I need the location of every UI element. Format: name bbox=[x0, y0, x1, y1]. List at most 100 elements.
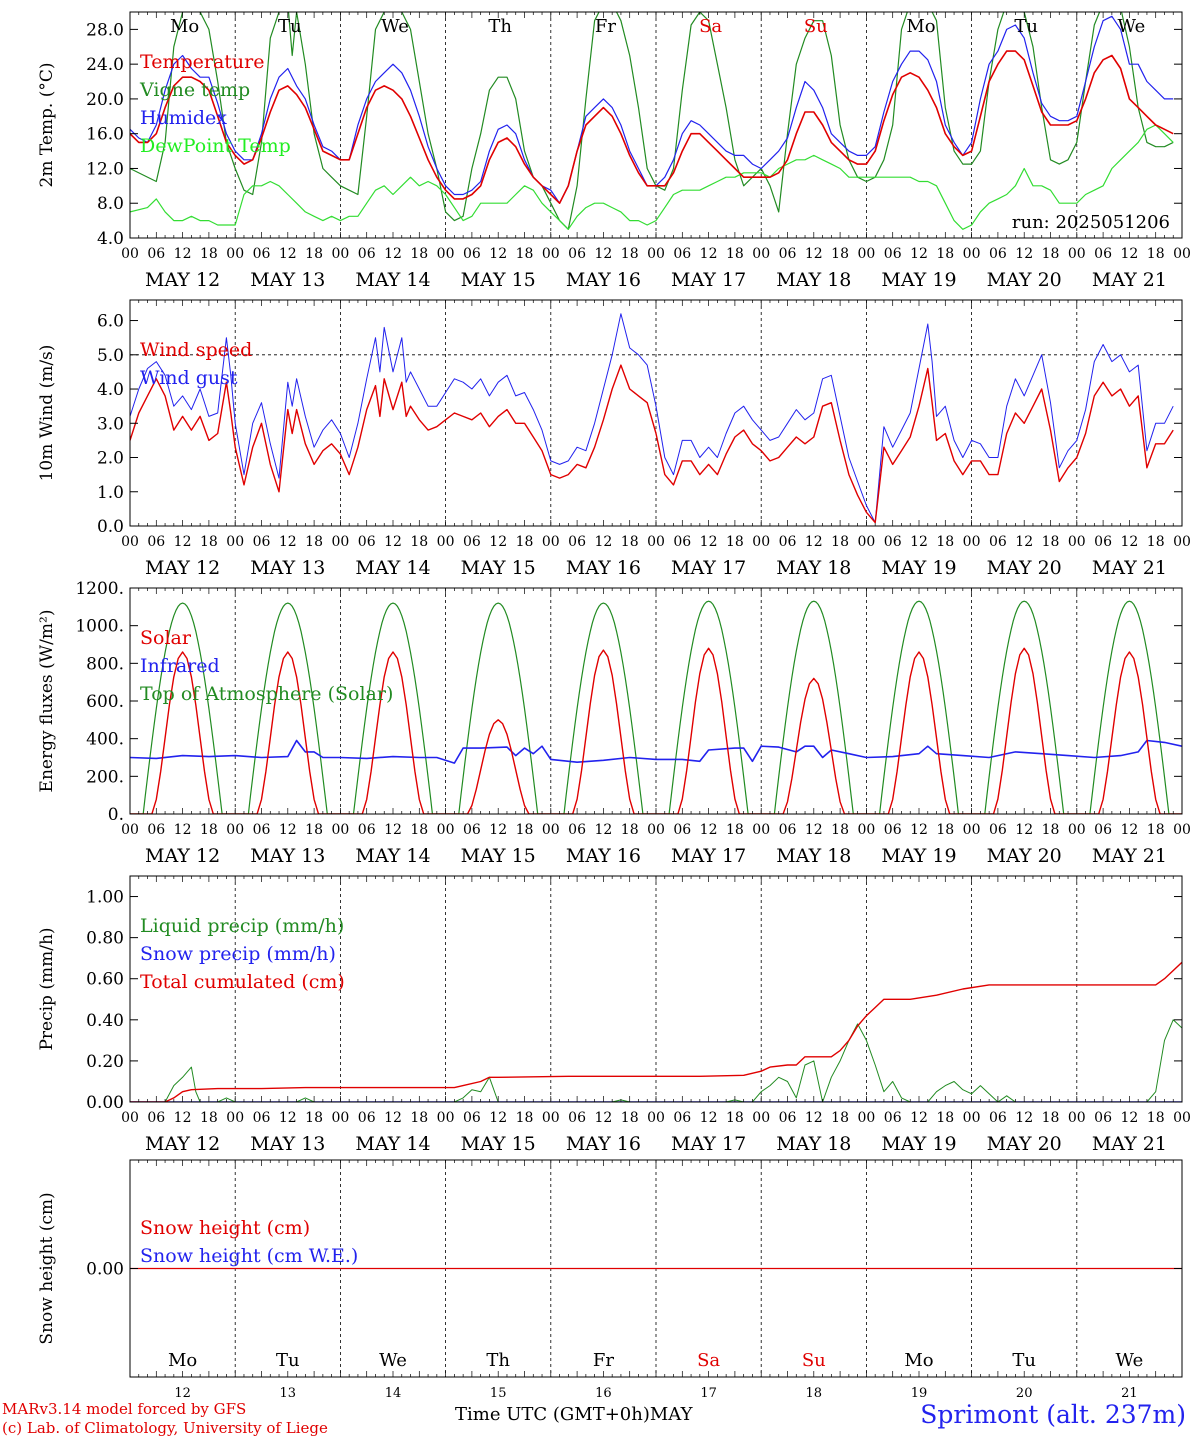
y-tick-label: 0. bbox=[108, 805, 124, 825]
hour-label: 00 bbox=[1068, 246, 1086, 262]
y-tick-label: 5.0 bbox=[97, 346, 124, 366]
run-annotation: run: 2025051206 bbox=[1012, 212, 1170, 233]
date-label: MAY 16 bbox=[566, 1133, 641, 1155]
y-tick-label: 0.40 bbox=[86, 1011, 124, 1031]
hour-label: 18 bbox=[936, 534, 954, 550]
date-label: MAY 14 bbox=[355, 1133, 430, 1155]
day-name-label: Tu bbox=[1012, 1350, 1036, 1371]
date-label: MAY 13 bbox=[250, 845, 325, 867]
hour-label: 06 bbox=[989, 822, 1007, 838]
date-label: MAY 19 bbox=[881, 269, 956, 291]
hour-label: 12 bbox=[805, 534, 823, 550]
hour-label: 12 bbox=[700, 534, 718, 550]
hour-label: 12 bbox=[910, 1110, 928, 1126]
hour-label: 18 bbox=[1147, 1110, 1165, 1126]
hour-label: 00 bbox=[331, 534, 349, 550]
date-label: MAY 21 bbox=[1092, 269, 1167, 291]
hour-label: 12 bbox=[1120, 534, 1138, 550]
hour-label: 12 bbox=[1120, 246, 1138, 262]
hour-label: 00 bbox=[226, 1110, 244, 1126]
y-tick-label: 6.0 bbox=[97, 312, 124, 332]
hour-label: 00 bbox=[437, 822, 455, 838]
series-line-vigne-temp bbox=[130, 12, 1174, 230]
hour-label: 18 bbox=[410, 534, 428, 550]
date-label: MAY 17 bbox=[671, 557, 746, 579]
hour-label: 18 bbox=[1042, 1110, 1060, 1126]
hour-label: 06 bbox=[673, 822, 691, 838]
y-tick-label: 0.60 bbox=[86, 970, 124, 990]
hour-label: 18 bbox=[831, 822, 849, 838]
y-tick-label: 0.0 bbox=[97, 517, 124, 537]
y-axis-label: Snow height (cm) bbox=[37, 1192, 57, 1344]
day-name-label: Fr bbox=[593, 1350, 614, 1371]
credit-line: (c) Lab. of Climatology, University of L… bbox=[2, 1419, 328, 1437]
day-name-label: Mo bbox=[904, 1350, 933, 1371]
y-tick-label: 4.0 bbox=[97, 229, 124, 249]
series-group bbox=[130, 12, 1174, 230]
date-label: MAY 20 bbox=[987, 269, 1062, 291]
date-label: MAY 19 bbox=[881, 845, 956, 867]
legend-entry: Total cumulated (cm) bbox=[140, 971, 345, 993]
day-name-label: Su bbox=[802, 1350, 826, 1371]
day-name-label: Mo bbox=[906, 16, 935, 37]
hour-label: 12 bbox=[174, 822, 192, 838]
date-label: MAY 16 bbox=[566, 269, 641, 291]
y-tick-label: 4.0 bbox=[97, 380, 124, 400]
y-tick-label: 600. bbox=[86, 692, 124, 712]
hour-label: 12 bbox=[489, 822, 507, 838]
y-tick-label: 24.0 bbox=[86, 55, 124, 75]
hour-label: 18 bbox=[831, 534, 849, 550]
hour-label: 00 bbox=[857, 534, 875, 550]
date-label: MAY 13 bbox=[250, 1133, 325, 1155]
panel-1: 4.0 8.0 12.0 16.0 20.0 24.0 28.0 2m Temp. (°C) T… bbox=[37, 11, 1191, 291]
hour-label: 06 bbox=[779, 1110, 797, 1126]
hour-label: 00 bbox=[1173, 534, 1191, 550]
month-label: MAY bbox=[649, 1404, 693, 1425]
legend-entry: DewPoint Temp bbox=[140, 135, 291, 157]
hour-label: 06 bbox=[358, 822, 376, 838]
hour-label: 00 bbox=[121, 822, 139, 838]
y-tick-label: 0.20 bbox=[86, 1052, 124, 1072]
hour-label: 12 bbox=[1120, 1110, 1138, 1126]
hour-label: 12 bbox=[384, 246, 402, 262]
hour-label: 12 bbox=[910, 246, 928, 262]
hour-label: 00 bbox=[121, 246, 139, 262]
day-name-label: We bbox=[381, 16, 409, 37]
legend-entry: Wind gust bbox=[140, 367, 238, 389]
legend-entry: Infrared bbox=[140, 655, 220, 677]
day-name-label: Tu bbox=[278, 16, 302, 37]
hour-label: 18 bbox=[516, 822, 534, 838]
y-tick-label: 0.80 bbox=[86, 929, 124, 949]
series-line-total-cumulated-cm- bbox=[130, 961, 1182, 1102]
hour-label: 18 bbox=[200, 534, 218, 550]
hour-label: 12 bbox=[1015, 1110, 1033, 1126]
hour-label: 00 bbox=[1068, 534, 1086, 550]
hour-label: 06 bbox=[253, 1110, 271, 1126]
hour-label: 12 bbox=[700, 822, 718, 838]
date-label: MAY 21 bbox=[1092, 557, 1167, 579]
hour-label: 18 bbox=[1042, 822, 1060, 838]
legend-entry: Snow precip (mm/h) bbox=[140, 943, 336, 965]
hour-label: 18 bbox=[200, 1110, 218, 1126]
day-name-label: Th bbox=[486, 1350, 510, 1371]
location-label: Sprimont (alt. 237m) bbox=[920, 1400, 1186, 1429]
hour-label: 18 bbox=[305, 822, 323, 838]
hour-label: 18 bbox=[621, 1110, 639, 1126]
hour-label: 12 bbox=[700, 246, 718, 262]
hour-label: 18 bbox=[726, 246, 744, 262]
date-label: MAY 14 bbox=[355, 557, 430, 579]
day-number-label: 16 bbox=[595, 1386, 612, 1401]
date-label: MAY 18 bbox=[776, 845, 851, 867]
legend-entry: Wind speed bbox=[140, 339, 252, 361]
date-label: MAY 17 bbox=[671, 845, 746, 867]
hour-label: 06 bbox=[358, 1110, 376, 1126]
day-number-label: 18 bbox=[806, 1386, 823, 1401]
legend-entry: Snow height (cm W.E.) bbox=[140, 1245, 358, 1267]
date-label: MAY 12 bbox=[145, 269, 220, 291]
date-label: MAY 20 bbox=[987, 1133, 1062, 1155]
hour-label: 18 bbox=[516, 534, 534, 550]
date-label: MAY 17 bbox=[671, 269, 746, 291]
hour-label: 12 bbox=[1120, 822, 1138, 838]
day-name-label: Th bbox=[488, 16, 512, 37]
hour-label: 06 bbox=[673, 1110, 691, 1126]
